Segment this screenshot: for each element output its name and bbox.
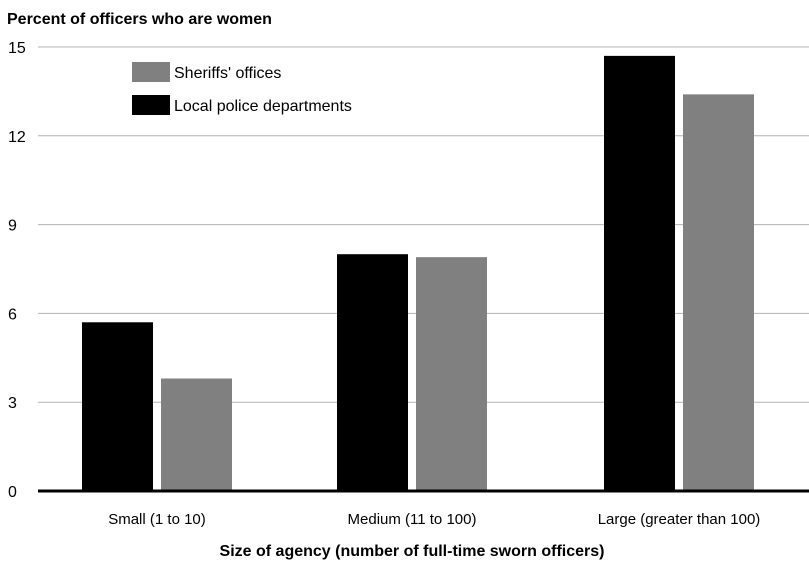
category-label: Small (1 to 10) bbox=[108, 511, 206, 528]
category-label: Medium (11 to 100) bbox=[348, 511, 477, 528]
category-labels: Small (1 to 10) Medium (11 to 100) Large (… bbox=[108, 511, 760, 528]
y-tick-labels: 0 3 6 9 12 15 bbox=[8, 40, 26, 501]
legend: Sheriffs' offices Local police departmen… bbox=[132, 62, 352, 115]
legend-label-sheriffs: Sheriffs' offices bbox=[174, 65, 281, 82]
bars bbox=[82, 55, 754, 492]
bar-sheriffs-0 bbox=[161, 378, 232, 491]
y-tick-label: 6 bbox=[8, 306, 17, 323]
legend-label-local-police: Local police departments bbox=[174, 98, 352, 115]
bar-sheriffs-1 bbox=[416, 257, 487, 491]
bar-local-police-2 bbox=[604, 55, 675, 491]
y-axis-title: Percent of officers who are women bbox=[7, 11, 272, 28]
y-tick-label: 12 bbox=[8, 129, 26, 146]
y-tick-label: 3 bbox=[8, 395, 17, 412]
bar-local-police-1 bbox=[337, 254, 408, 491]
y-tick-label: 9 bbox=[8, 218, 17, 235]
y-tick-label: 0 bbox=[8, 484, 17, 501]
bar-sheriffs-2 bbox=[683, 94, 754, 492]
x-axis-title: Size of agency (number of full-time swor… bbox=[220, 543, 605, 560]
bar-local-police-0 bbox=[82, 322, 153, 491]
legend-swatch-sheriffs bbox=[132, 62, 170, 82]
y-tick-label: 15 bbox=[8, 40, 26, 57]
category-label: Large (greater than 100) bbox=[598, 511, 761, 528]
gridlines bbox=[38, 46, 809, 403]
legend-swatch-local-police bbox=[132, 95, 170, 115]
